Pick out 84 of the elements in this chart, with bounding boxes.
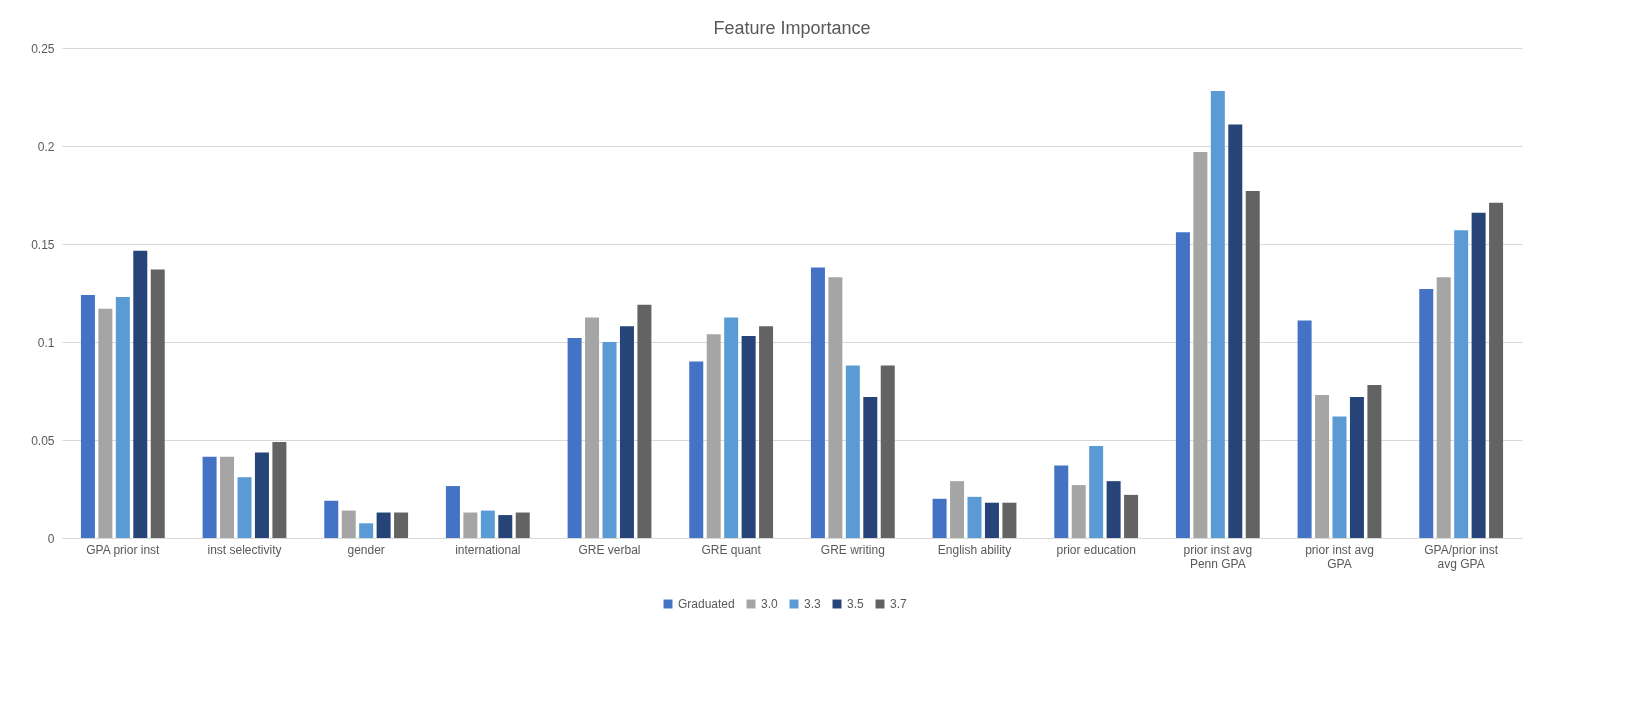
x-tick-label: GRE verbal <box>578 542 641 557</box>
bar <box>1054 465 1069 538</box>
bar <box>585 317 600 538</box>
bar <box>759 326 774 538</box>
bar <box>254 452 269 538</box>
bar <box>341 510 356 538</box>
bar <box>741 336 756 538</box>
x-tick-label: GPA prior inst <box>86 542 161 557</box>
y-tick-label: 0.1 <box>37 335 55 350</box>
bar <box>1489 202 1504 538</box>
bar <box>80 294 95 538</box>
bar <box>619 326 634 538</box>
bar <box>1367 385 1382 538</box>
legend-label: 3.5 <box>847 597 865 611</box>
chart-title: Feature Importance <box>713 18 871 38</box>
bar <box>115 296 130 538</box>
x-tick-label: GRE writing <box>820 542 885 557</box>
legend-label: 3.0 <box>761 597 779 611</box>
bar <box>1106 481 1121 538</box>
bar <box>1436 277 1451 538</box>
bar <box>810 267 825 538</box>
bar <box>498 515 513 538</box>
bar <box>1349 396 1364 538</box>
bar <box>828 277 843 538</box>
x-tick-label: prior inst avg Penn GPA <box>1183 542 1253 571</box>
x-tick-label: international <box>455 542 521 557</box>
bar <box>950 481 965 538</box>
bar <box>567 338 582 538</box>
bar <box>220 456 235 538</box>
x-tick-label: English ability <box>937 542 1012 557</box>
x-tick-label: GRE quant <box>701 542 762 557</box>
bar <box>150 269 165 538</box>
bar <box>1175 232 1190 538</box>
bar <box>445 486 460 538</box>
bar <box>1454 230 1469 538</box>
bar <box>133 250 148 538</box>
bar <box>1002 502 1017 538</box>
bar <box>1089 445 1104 538</box>
bar <box>376 512 391 538</box>
bar <box>880 365 895 538</box>
legend-label: 3.3 <box>804 597 822 611</box>
bar <box>1193 151 1208 538</box>
bar <box>845 365 860 538</box>
bar <box>272 441 287 538</box>
bar <box>724 317 739 538</box>
bar <box>1315 394 1330 538</box>
bar <box>1419 289 1434 538</box>
bar <box>689 361 704 538</box>
bar <box>1228 124 1243 538</box>
bar <box>515 512 530 538</box>
bar <box>1210 91 1225 538</box>
bar <box>1245 191 1260 538</box>
legend-label: 3.7 <box>890 597 908 611</box>
bar <box>202 456 217 538</box>
y-tick-label: 0.15 <box>31 237 55 252</box>
bar <box>1124 494 1139 538</box>
x-tick-label: gender <box>347 542 385 557</box>
x-tick-label: GPA/prior inst avg GPA <box>1424 542 1499 571</box>
bar <box>463 512 478 538</box>
bar <box>394 512 409 538</box>
bar <box>1297 320 1312 538</box>
bar <box>98 308 113 538</box>
y-tick-label: 0.25 <box>31 41 55 56</box>
y-tick-label: 0 <box>47 531 55 546</box>
x-tick-label: prior education <box>1056 542 1136 557</box>
bar <box>984 502 999 538</box>
bar <box>863 396 878 538</box>
bar <box>706 334 721 538</box>
y-tick-label: 0.2 <box>37 139 55 154</box>
y-tick-label: 0.05 <box>31 433 55 448</box>
bar <box>237 477 252 538</box>
bar <box>324 500 339 538</box>
x-tick-label: inst selectivity <box>207 542 282 557</box>
bar <box>1071 485 1086 538</box>
bar <box>602 342 617 538</box>
bar <box>932 498 947 538</box>
bar <box>637 304 652 538</box>
bar <box>359 523 374 538</box>
bar <box>967 496 982 538</box>
bar <box>1332 416 1347 538</box>
bar <box>480 510 495 538</box>
x-tick-label: prior inst avg GPA <box>1305 542 1374 571</box>
legend-label: Graduated <box>678 597 735 611</box>
bar <box>1471 212 1486 538</box>
